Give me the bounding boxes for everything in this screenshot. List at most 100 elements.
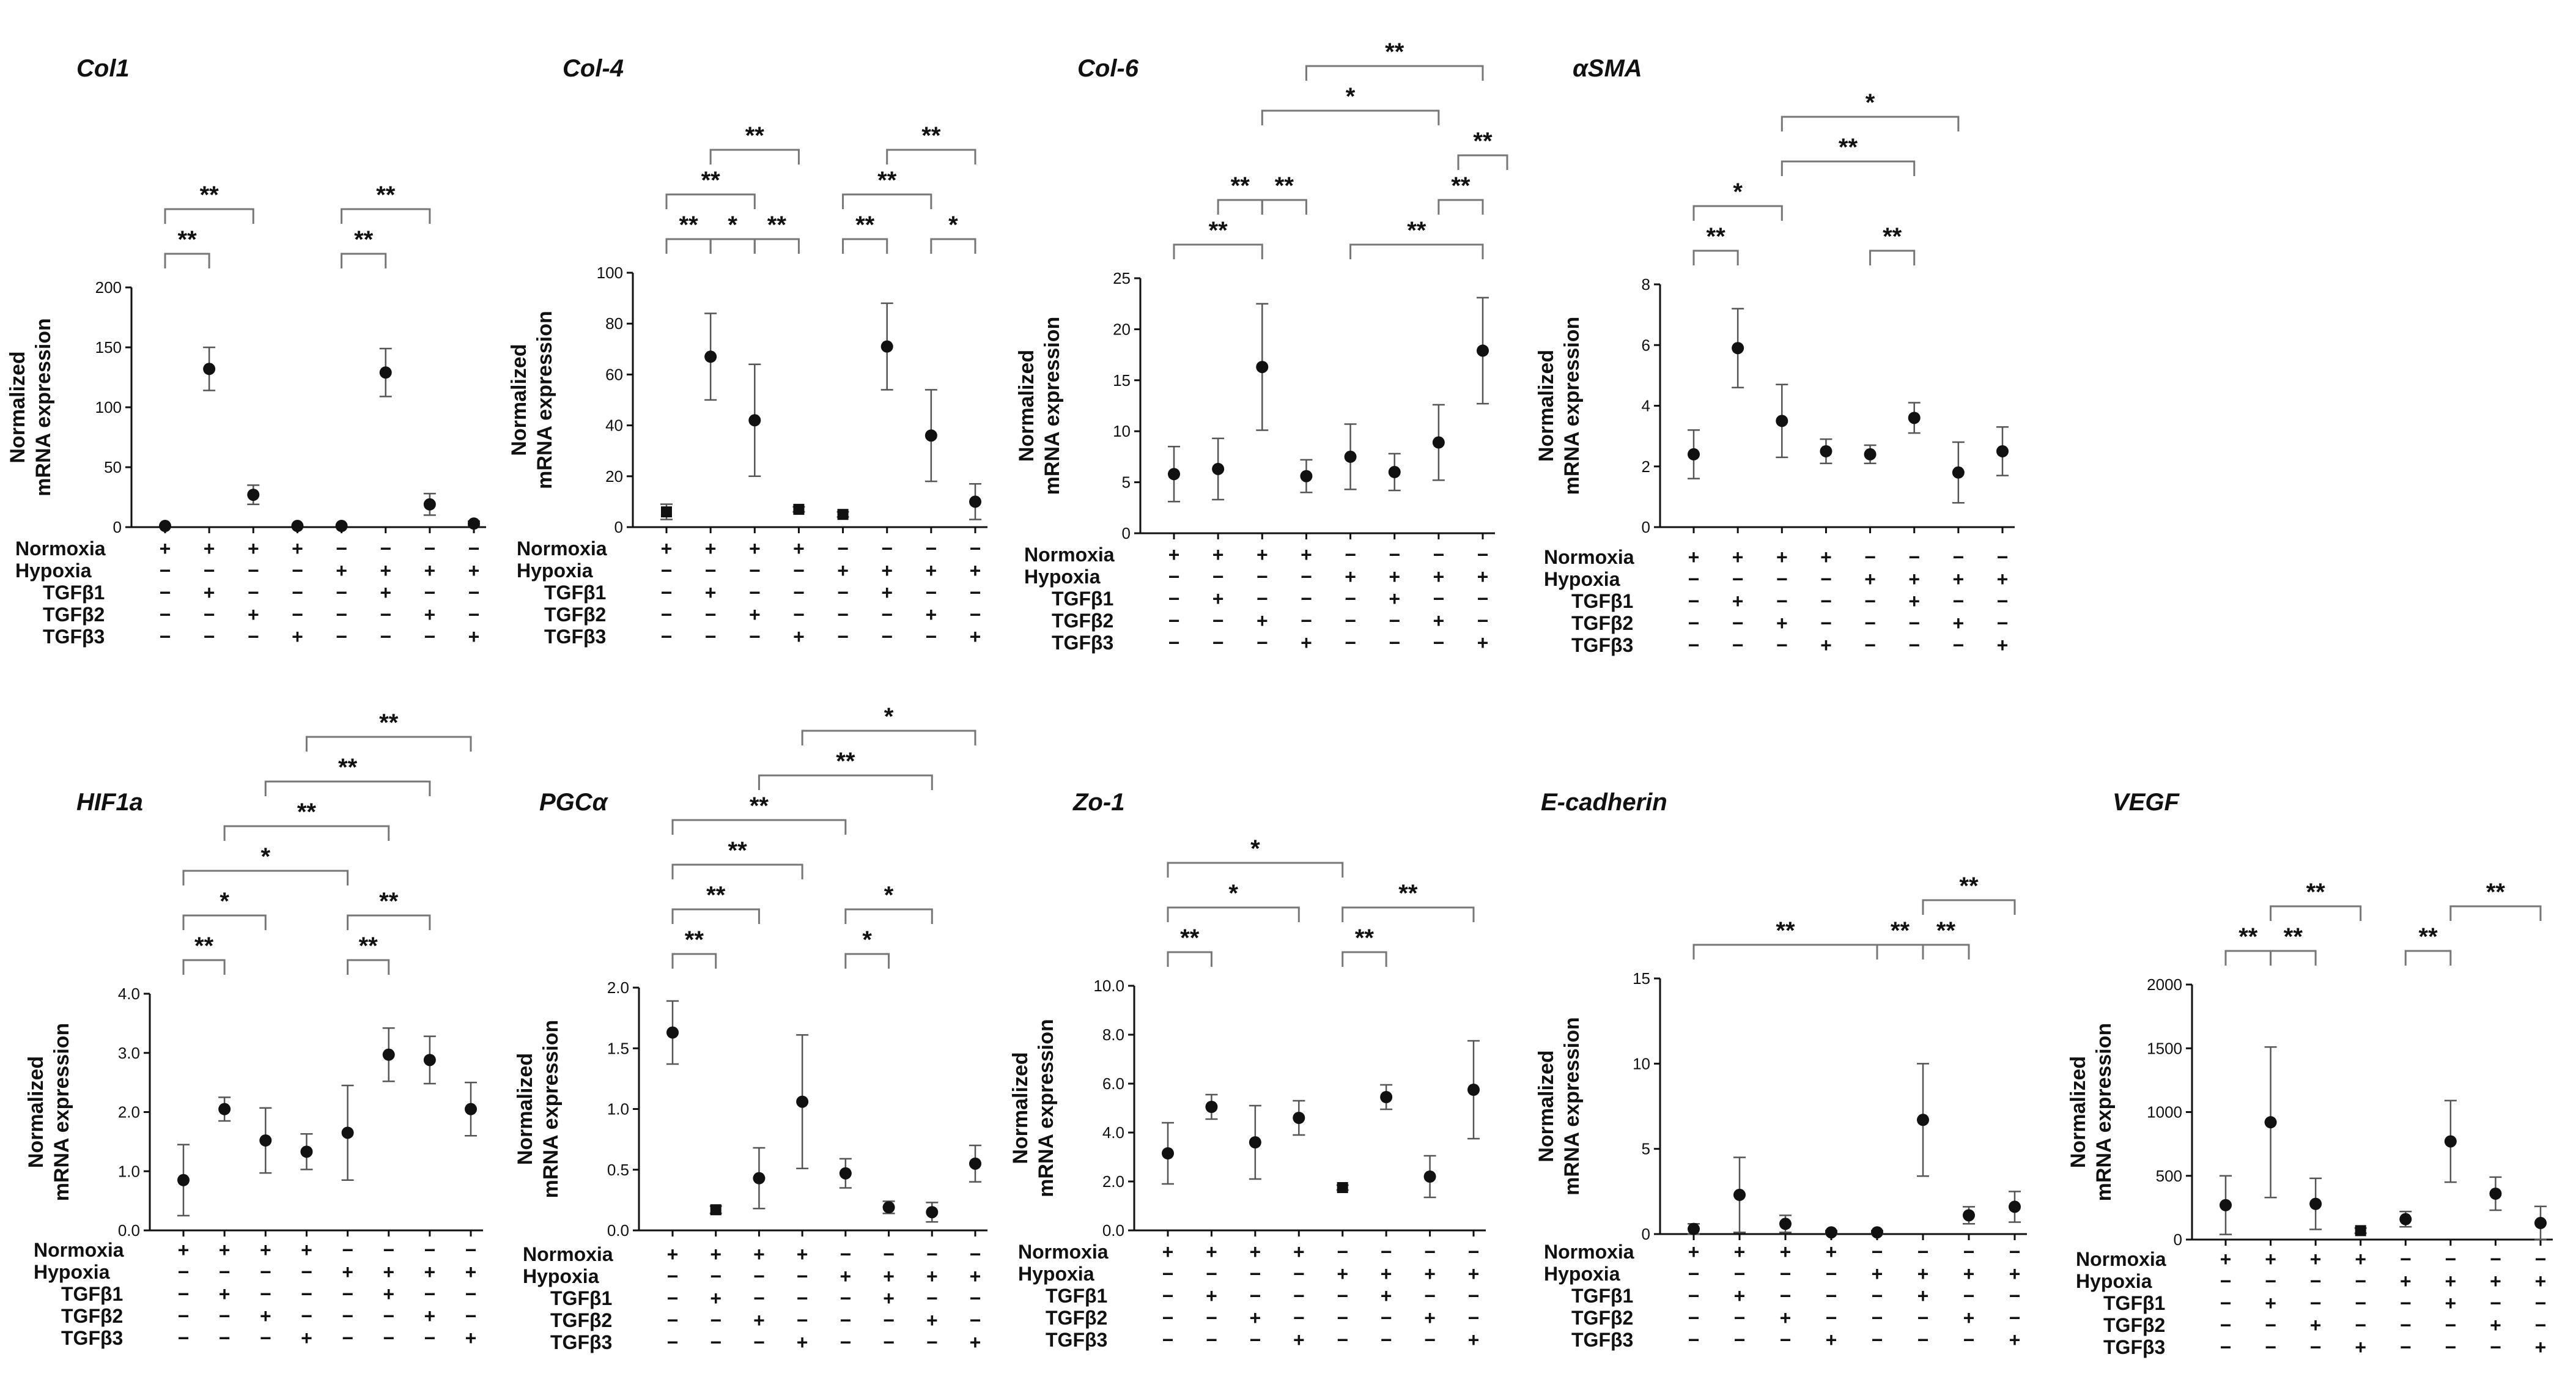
significance-label: ** bbox=[1231, 172, 1250, 199]
condition-symbol: − bbox=[1424, 1285, 1436, 1307]
panel-title: Zo-1 bbox=[1072, 789, 1124, 816]
significance-label: ** bbox=[297, 799, 317, 826]
condition-symbol: − bbox=[797, 1287, 808, 1309]
condition-symbol: − bbox=[1864, 634, 1876, 656]
condition-symbol: − bbox=[424, 1327, 436, 1349]
condition-symbol: − bbox=[160, 582, 171, 604]
condition-symbol: + bbox=[1345, 566, 1356, 588]
data-point bbox=[2264, 1116, 2277, 1129]
condition-symbol: − bbox=[970, 582, 981, 604]
y-tick-label: 0 bbox=[614, 518, 623, 536]
significance-label: ** bbox=[1398, 880, 1418, 907]
panel-title: HIF1a bbox=[76, 789, 143, 816]
condition-symbol: − bbox=[1917, 1329, 1929, 1351]
condition-symbol: − bbox=[970, 538, 981, 560]
condition-symbol: + bbox=[1688, 546, 1700, 568]
condition-symbol: + bbox=[1433, 610, 1445, 632]
condition-symbol: + bbox=[1389, 566, 1400, 588]
y-tick-label: 50 bbox=[104, 458, 122, 476]
condition-symbol: + bbox=[1162, 1241, 1174, 1263]
condition-symbol: + bbox=[970, 626, 981, 648]
condition-symbol: + bbox=[424, 1261, 436, 1283]
condition-symbol: + bbox=[1776, 546, 1788, 568]
condition-symbol: + bbox=[1168, 544, 1180, 566]
condition-symbol: − bbox=[2445, 1336, 2457, 1358]
data-point bbox=[1212, 462, 1225, 475]
y-tick-label: 15 bbox=[1113, 371, 1131, 390]
condition-label: Hypoxia bbox=[517, 560, 593, 582]
condition-symbol: − bbox=[1250, 1263, 1261, 1285]
condition-symbol: − bbox=[2009, 1307, 2021, 1329]
condition-symbol: − bbox=[1997, 546, 2009, 568]
condition-symbol: − bbox=[837, 538, 849, 560]
condition-symbol: − bbox=[837, 582, 849, 604]
y-axis-label: mRNA expression bbox=[1041, 317, 1064, 495]
significance-bracket bbox=[223, 825, 390, 841]
condition-symbol: + bbox=[753, 1243, 765, 1265]
condition-symbol: − bbox=[248, 626, 259, 648]
significance-label: ** bbox=[1473, 128, 1493, 155]
condition-label: TGFβ2 bbox=[1571, 1307, 1633, 1329]
data-point bbox=[1380, 1091, 1393, 1103]
condition-symbol: − bbox=[342, 1305, 353, 1327]
significance-label: * bbox=[220, 888, 229, 915]
condition-symbol: − bbox=[667, 1287, 679, 1309]
condition-symbol: − bbox=[749, 626, 761, 648]
condition-symbol: − bbox=[2310, 1336, 2322, 1358]
condition-symbol: − bbox=[753, 1331, 765, 1353]
condition-symbol: + bbox=[2265, 1248, 2276, 1270]
y-tick-label: 100 bbox=[95, 398, 122, 416]
condition-symbol: − bbox=[793, 582, 805, 604]
condition-symbol: − bbox=[1908, 634, 1920, 656]
significance-bracket bbox=[305, 736, 472, 752]
significance-label: ** bbox=[379, 888, 399, 915]
significance-label: ** bbox=[750, 793, 769, 819]
significance-bracket bbox=[709, 149, 800, 165]
significance-bracket bbox=[930, 238, 976, 254]
condition-symbol: − bbox=[1206, 1263, 1217, 1285]
significance-bracket bbox=[709, 238, 756, 254]
data-point bbox=[882, 1201, 895, 1214]
condition-symbol: + bbox=[1468, 1263, 1480, 1285]
condition-symbol: − bbox=[797, 1265, 808, 1287]
condition-symbol: − bbox=[424, 626, 436, 648]
data-point bbox=[2309, 1197, 2322, 1210]
y-tick-label: 150 bbox=[95, 338, 122, 357]
condition-symbol: − bbox=[1688, 1285, 1700, 1307]
condition-symbol: − bbox=[1780, 1285, 1792, 1307]
y-axis-label: mRNA expression bbox=[50, 1023, 73, 1202]
condition-symbol: − bbox=[1250, 1285, 1261, 1307]
condition-symbol: + bbox=[710, 1287, 722, 1309]
condition-symbol: + bbox=[2400, 1270, 2412, 1292]
condition-label: Normoxia bbox=[1024, 544, 1115, 566]
condition-symbol: − bbox=[1688, 634, 1700, 656]
y-tick-label: 8 bbox=[1642, 275, 1650, 294]
condition-symbol: − bbox=[2535, 1248, 2547, 1270]
y-axis-label: mRNA expression bbox=[2092, 1023, 2116, 1202]
condition-label: TGFβ3 bbox=[61, 1327, 123, 1349]
condition-symbol: + bbox=[970, 1331, 981, 1353]
y-axis-label: Normalized bbox=[2067, 1056, 2090, 1168]
condition-symbol: + bbox=[1917, 1285, 1929, 1307]
condition-symbol: − bbox=[465, 1239, 477, 1261]
condition-symbol: − bbox=[248, 582, 259, 604]
condition-symbol: − bbox=[219, 1261, 231, 1283]
condition-symbol: − bbox=[2009, 1241, 2021, 1263]
condition-symbol: − bbox=[1301, 610, 1312, 632]
significance-bracket bbox=[1922, 899, 2016, 915]
data-point bbox=[379, 366, 392, 379]
data-point bbox=[1249, 1136, 1261, 1148]
y-tick-label: 0.0 bbox=[118, 1221, 140, 1240]
condition-symbol: + bbox=[2310, 1314, 2322, 1336]
condition-symbol: + bbox=[1468, 1329, 1480, 1351]
condition-symbol: + bbox=[1301, 544, 1312, 566]
condition-label: TGFβ3 bbox=[544, 626, 606, 648]
condition-symbol: − bbox=[1162, 1329, 1174, 1351]
condition-symbol: + bbox=[1997, 634, 2009, 656]
y-axis-label: mRNA expression bbox=[539, 1020, 563, 1199]
condition-symbol: − bbox=[1776, 568, 1788, 590]
condition-symbol: − bbox=[2445, 1248, 2457, 1270]
significance-label: ** bbox=[685, 926, 704, 953]
significance-bracket bbox=[1781, 116, 1960, 131]
condition-symbol: − bbox=[2535, 1314, 2547, 1336]
